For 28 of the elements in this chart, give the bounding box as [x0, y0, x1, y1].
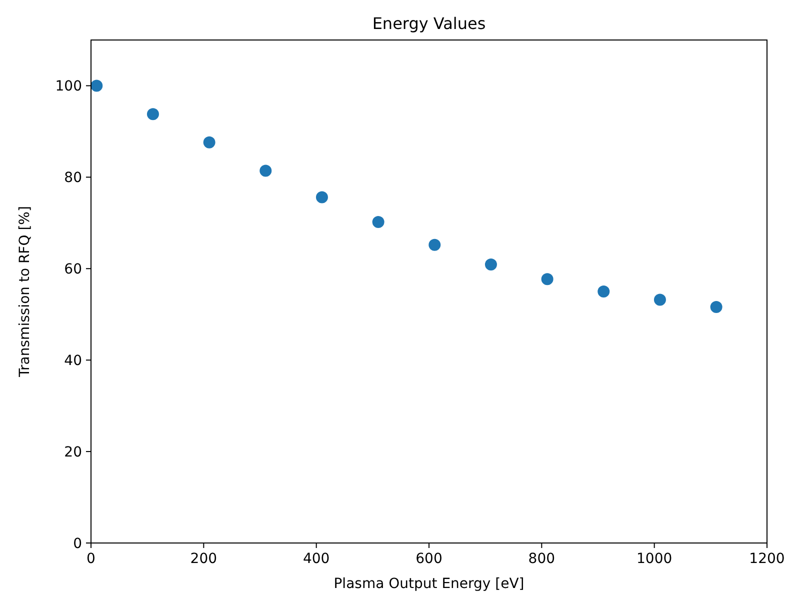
y-tick-label: 0	[73, 536, 82, 552]
y-tick-label: 100	[55, 78, 82, 95]
x-tick-label: 600	[416, 551, 442, 567]
x-tick-label: 1000	[636, 551, 672, 567]
point	[203, 136, 216, 148]
point	[146, 108, 159, 120]
point	[428, 238, 441, 251]
chart-title: Energy Values	[372, 14, 486, 33]
point	[484, 258, 497, 271]
x-tick-label: 200	[190, 551, 218, 567]
x-tick-label: 400	[302, 551, 330, 567]
x-tick-label: 1200	[749, 551, 785, 567]
point	[372, 216, 384, 228]
y-tick-label: 60	[64, 262, 82, 278]
point	[260, 164, 272, 177]
point	[541, 273, 554, 286]
x-tick-label: 0	[86, 551, 96, 567]
y-axis-title: Transmission to RFQ [%]	[17, 206, 33, 378]
y-tick-label: 80	[64, 170, 82, 186]
point	[598, 286, 610, 298]
point	[654, 294, 666, 306]
x-tick-label: 800	[528, 551, 556, 567]
y-tick-label: 40	[64, 352, 82, 369]
x-axis-title: Plasma Output Energy [eV]	[334, 576, 524, 592]
point	[90, 80, 103, 92]
point	[316, 191, 328, 204]
point	[710, 301, 722, 314]
y-tick-label: 20	[64, 444, 82, 460]
